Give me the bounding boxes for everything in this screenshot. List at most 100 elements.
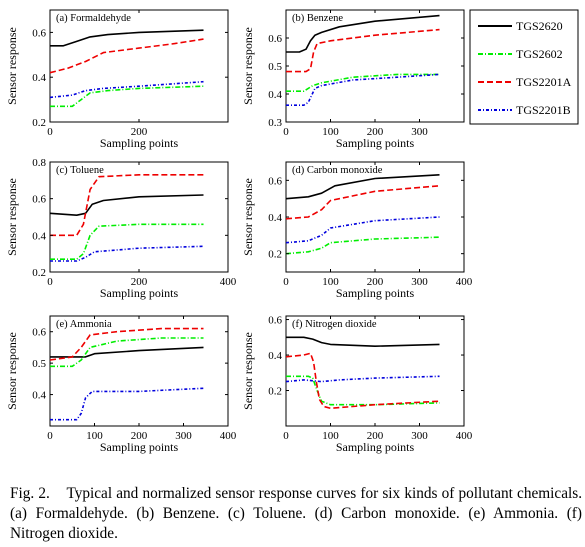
plot-frame [49, 161, 229, 273]
series-line-tgs2201a [49, 327, 204, 361]
series-line-tgs2620 [49, 194, 204, 216]
series-line-tgs2201b [50, 245, 204, 262]
series-line-tgs2620 [50, 346, 204, 358]
panel-title: (f) Nitrogen dioxide [292, 319, 377, 330]
legend-label-tgs2201a: TGS2201A [516, 75, 572, 89]
series-line-tgs2620 [286, 14, 440, 53]
plot-frame [49, 315, 229, 427]
y-tick-label: 0.4 [268, 89, 282, 101]
panel-title: (a) Formaldehyde [56, 13, 131, 24]
y-axis-label: Sensor response [5, 27, 19, 105]
y-tick-label: 0.6 [268, 315, 282, 327]
series-line-tgs2620 [286, 336, 440, 347]
y-tick-label: 0.6 [268, 175, 282, 187]
y-tick-label: 0.2 [268, 249, 282, 261]
x-tick-label: 100 [322, 276, 339, 288]
y-tick-label: 0.6 [32, 327, 46, 339]
x-tick-label: 400 [456, 276, 473, 288]
y-tick-label: 0.6 [268, 33, 282, 45]
y-tick-label: 0.5 [268, 61, 282, 73]
plot-frame [285, 315, 465, 427]
series-line-tgs2201b [49, 80, 204, 99]
x-tick-label: 200 [367, 126, 384, 138]
series-line-tgs2620 [285, 174, 440, 200]
y-axis-label: Sensor response [5, 332, 19, 410]
y-tick-label: 0.6 [32, 27, 46, 39]
series-line-tgs2602 [50, 337, 204, 368]
series-line-tgs2201a [285, 185, 440, 220]
panel-a-formaldehyde: 0 200 0.2 0.4 0.6 (a) Formaldehyde Sampling po… [5, 9, 229, 150]
x-tick-label: 200 [367, 430, 384, 442]
x-tick-label: 0 [283, 126, 289, 138]
y-tick-label: 0.2 [32, 267, 46, 279]
panel-b-benzene: 0 100 200 300 0.3 0.4 0.5 0.6 (b) Benzene Samplin… [241, 9, 465, 150]
y-axis-label: Sensor response [241, 27, 255, 105]
y-axis-label: Sensor response [5, 178, 19, 256]
panel-title: (b) Benzene [292, 13, 343, 24]
x-tick-label: 0 [47, 276, 53, 288]
legend-label-tgs2602: TGS2602 [516, 47, 563, 61]
x-tick-label: 0 [47, 430, 53, 442]
series-line-tgs2201a [50, 174, 204, 237]
y-tick-label: 0.3 [268, 117, 282, 129]
series-line-tgs2201b [50, 387, 204, 421]
panel-c-toluene: 0 200 400 0.2 0.4 0.6 0.8 (c) Toluene Sampling p… [5, 157, 237, 300]
series-line-tgs2602 [286, 375, 440, 406]
plot-frame [49, 9, 229, 123]
y-axis-label: Sensor response [241, 332, 255, 410]
panel-title: (e) Ammonia [56, 319, 112, 330]
figure-panels: 0 200 0.2 0.4 0.6 (a) Formaldehyde Sampling po… [5, 9, 579, 454]
x-tick-label: 300 [411, 276, 428, 288]
y-tick-label: 0.5 [32, 358, 46, 370]
legend-frame [469, 9, 579, 125]
legend-label-tgs2201b: TGS2201B [516, 103, 571, 117]
y-tick-label: 0.2 [32, 117, 46, 129]
x-tick-label: 200 [131, 126, 148, 138]
x-tick-label: 200 [131, 276, 148, 288]
legend: TGS2620 TGS2602 TGS2201A TGS2201B [469, 9, 579, 125]
series-line-tgs2602 [50, 85, 204, 108]
x-tick-label: 400 [220, 430, 237, 442]
x-axis-label: Sampling points [100, 136, 179, 150]
panel-title: (c) Toluene [56, 165, 104, 176]
caption-label: Fig. 2. [10, 485, 50, 502]
x-axis-label: Sampling points [336, 440, 415, 454]
series-line-tgs2602 [286, 73, 440, 92]
x-axis-label: Sampling points [336, 286, 415, 300]
x-axis-label: Sampling points [100, 440, 179, 454]
series-line-tgs2602 [285, 236, 440, 255]
legend-label-tgs2620: TGS2620 [516, 19, 563, 33]
series-line-tgs2602 [50, 223, 204, 260]
x-tick-label: 200 [367, 276, 384, 288]
x-tick-label: 0 [283, 276, 289, 288]
y-tick-label: 0.8 [32, 157, 46, 169]
series-line-tgs2201b [286, 73, 440, 106]
series-line-tgs2201a [49, 38, 204, 74]
y-tick-label: 0.6 [32, 194, 46, 206]
y-tick-label: 0.4 [268, 212, 282, 224]
x-tick-label: 100 [86, 430, 103, 442]
x-tick-label: 200 [131, 430, 148, 442]
x-tick-label: 300 [175, 430, 192, 442]
caption-text: Typical and normalized sensor response c… [10, 485, 583, 542]
panel-d-carbon-monoxide: 0 100 200 300 400 0.2 0.4 0.6 (d) Carbon monoxid… [241, 161, 473, 300]
series-line-tgs2620 [50, 29, 204, 47]
x-tick-label: 100 [322, 126, 339, 138]
panel-e-ammonia: 0 100 200 300 400 0.4 0.5 0.6 (e) Ammonia Samplin… [5, 315, 237, 454]
x-tick-label: 100 [322, 430, 339, 442]
series-line-tgs2201a [286, 28, 440, 73]
series-line-tgs2201a [285, 352, 440, 410]
x-tick-label: 0 [283, 430, 289, 442]
y-tick-label: 0.2 [268, 386, 282, 398]
x-tick-label: 300 [411, 126, 428, 138]
x-axis-label: Sampling points [100, 286, 179, 300]
y-tick-label: 0.4 [32, 230, 46, 242]
x-axis-label: Sampling points [336, 136, 415, 150]
x-tick-label: 300 [411, 430, 428, 442]
y-tick-label: 0.4 [268, 350, 282, 362]
panel-f-nitrogen-dioxide: 0 100 200 300 400 0.2 0.4 0.6 (f) Nitrogen dioxi… [241, 315, 473, 454]
x-tick-label: 0 [47, 126, 53, 138]
y-tick-label: 0.4 [32, 72, 46, 84]
panel-title: (d) Carbon monoxide [292, 165, 383, 176]
y-axis-label: Sensor response [241, 178, 255, 256]
